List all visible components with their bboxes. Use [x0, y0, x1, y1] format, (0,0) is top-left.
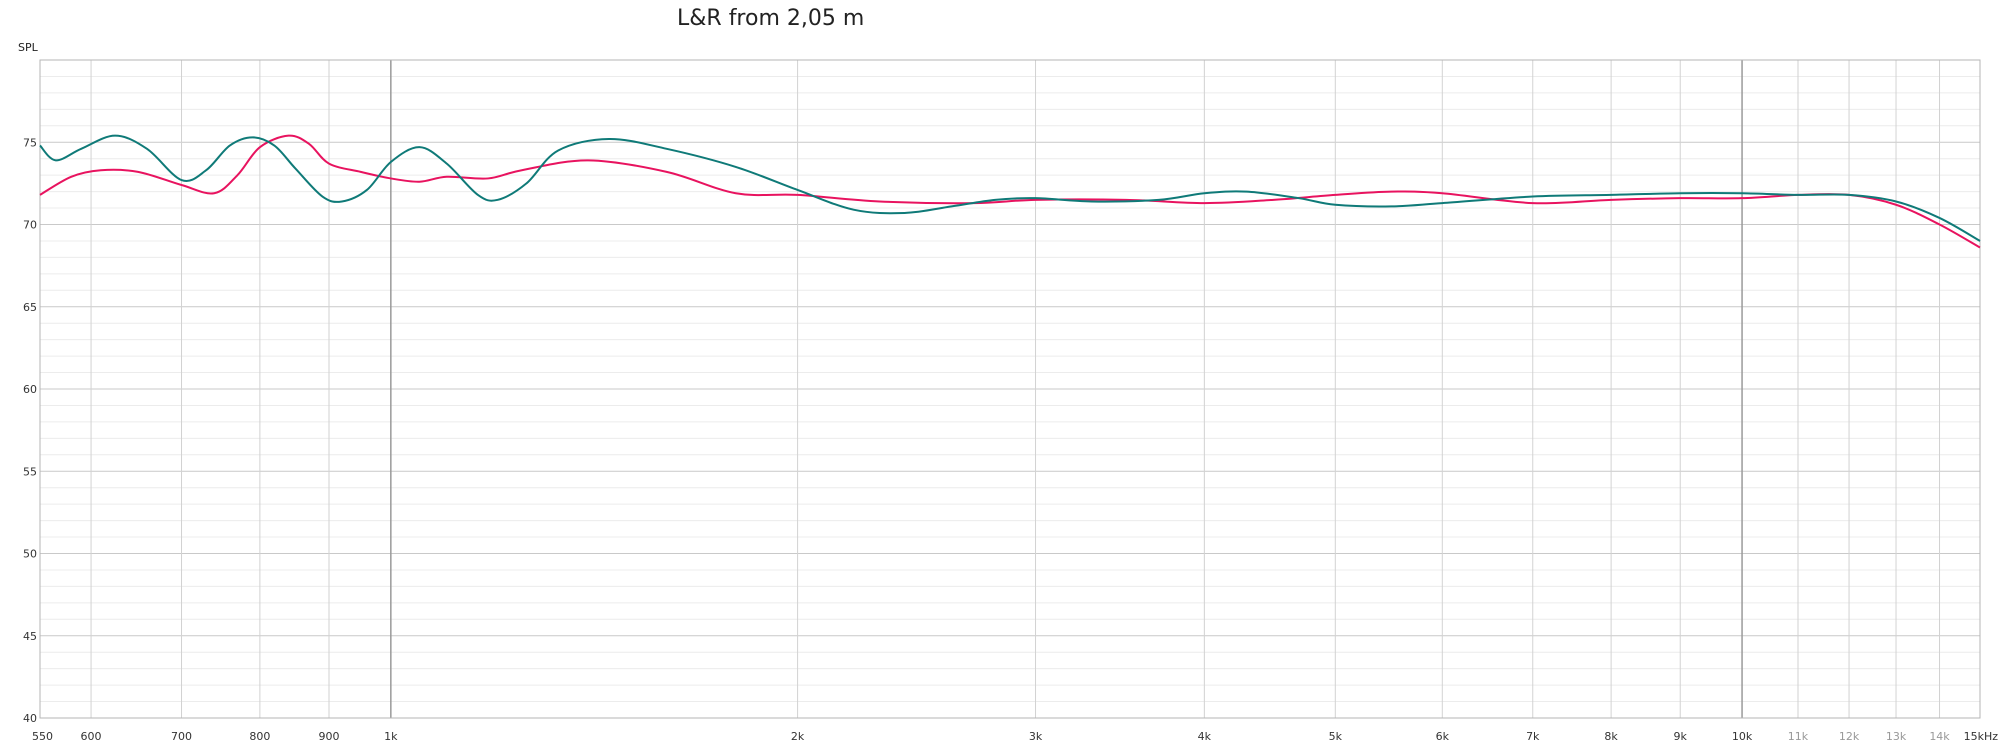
y-tick-label: 60	[23, 383, 37, 396]
x-tick-label: 5k	[1329, 730, 1343, 743]
x-tick-label: 550	[32, 730, 53, 743]
chart-title: L&R from 2,05 m	[677, 6, 865, 31]
x-tick-label: 13k	[1886, 730, 1907, 743]
x-tick-label: 2k	[791, 730, 805, 743]
x-tick-label: 4k	[1198, 730, 1212, 743]
x-tick-label: 10k	[1732, 730, 1753, 743]
plot-frame	[39, 59, 1981, 719]
x-tick-label: 15kHz	[1964, 730, 1999, 743]
series-line-1	[39, 134, 1981, 249]
x-tick-label: 7k	[1526, 730, 1540, 743]
x-tick-label: 3k	[1029, 730, 1043, 743]
x-tick-label: 8k	[1604, 730, 1618, 743]
x-tick-label: 900	[319, 730, 340, 743]
y-tick-label: 50	[23, 548, 37, 561]
y-tick-label: 70	[23, 219, 37, 232]
x-tick-label: 11k	[1788, 730, 1809, 743]
x-tick-label: 12k	[1839, 730, 1860, 743]
y-tick-label: 55	[23, 465, 37, 478]
y-axis-label: SPL	[18, 41, 38, 54]
x-tick-label: 800	[249, 730, 270, 743]
x-tick-label: 14k	[1929, 730, 1950, 743]
y-tick-label: 75	[23, 136, 37, 149]
x-tick-label: 6k	[1436, 730, 1450, 743]
x-tick-label: 700	[171, 730, 192, 743]
y-tick-label: 45	[23, 630, 37, 643]
y-tick-label: 65	[23, 301, 37, 314]
x-tick-label: 9k	[1674, 730, 1688, 743]
y-tick-label: 40	[23, 712, 37, 725]
series-line-2	[39, 134, 1981, 242]
x-tick-label: 1k	[384, 730, 398, 743]
x-tick-label: 600	[81, 730, 102, 743]
